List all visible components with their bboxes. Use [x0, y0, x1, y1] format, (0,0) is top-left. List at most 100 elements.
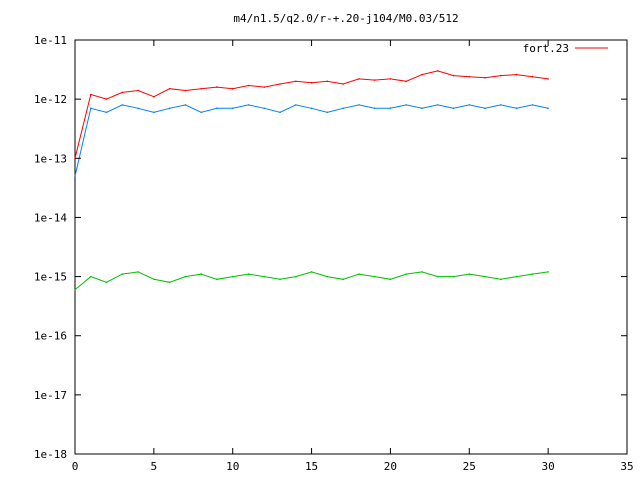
- data-point: [184, 104, 187, 106]
- data-point: [295, 80, 297, 83]
- x-tick-label: 35: [620, 460, 633, 473]
- data-point: [295, 275, 297, 278]
- data-point: [531, 104, 534, 106]
- data-point: [389, 107, 392, 110]
- data-point: [247, 104, 250, 106]
- data-point: [168, 87, 171, 90]
- data-point: [452, 107, 455, 110]
- data-point: [279, 278, 281, 281]
- data-point: [389, 278, 392, 281]
- series-2: [74, 271, 549, 291]
- data-point: [231, 87, 234, 90]
- data-point: [310, 107, 313, 110]
- data-point: [137, 271, 139, 273]
- y-tick-label: 1e-18: [34, 448, 67, 461]
- data-point: [310, 271, 313, 273]
- data-point: [515, 107, 518, 110]
- data-point: [373, 275, 376, 278]
- data-point: [263, 107, 266, 110]
- data-point: [121, 91, 124, 94]
- legend: fort.23: [523, 42, 608, 55]
- data-point: [153, 95, 155, 98]
- data-point: [500, 74, 502, 77]
- data-point: [389, 78, 392, 80]
- data-point: [484, 107, 486, 110]
- data-point: [436, 104, 439, 106]
- data-point: [216, 278, 218, 281]
- data-point: [342, 278, 344, 281]
- data-point: [468, 273, 471, 275]
- data-point: [500, 104, 502, 106]
- data-point: [405, 104, 408, 106]
- x-tick-label: 25: [463, 460, 476, 473]
- data-point: [452, 74, 455, 77]
- y-tick-label: 1e-17: [34, 389, 67, 402]
- chart-title: m4/n1.5/q2.0/r-+.20-j104/M0.03/512: [233, 12, 458, 25]
- y-tick-label: 1e-14: [34, 211, 67, 224]
- data-point: [326, 275, 329, 278]
- data-point: [184, 89, 187, 92]
- legend-label-fort23: fort.23: [523, 42, 569, 55]
- series-line-2: [74, 271, 549, 291]
- data-point: [468, 104, 471, 106]
- data-point: [200, 87, 202, 90]
- data-point: [168, 107, 171, 110]
- data-point: [137, 107, 139, 110]
- series-line-0: [74, 70, 549, 159]
- data-point: [105, 281, 108, 284]
- data-point: [184, 275, 187, 278]
- data-point: [216, 86, 218, 88]
- y-tick-label: 1e-12: [34, 93, 67, 106]
- data-point: [153, 111, 155, 114]
- data-point: [358, 273, 360, 275]
- data-point: [531, 273, 534, 275]
- x-tick-label: 5: [151, 460, 158, 473]
- data-point: [436, 275, 439, 278]
- plot-frame: [74, 39, 628, 455]
- data-point: [74, 175, 76, 177]
- data-point: [247, 84, 250, 87]
- y-tick-label: 1e-16: [34, 330, 67, 343]
- data-point: [90, 275, 92, 278]
- series-line-1: [74, 104, 549, 177]
- data-point: [452, 275, 455, 278]
- data-point: [547, 271, 549, 273]
- x-tick-label: 30: [542, 460, 555, 473]
- y-tick-label: 1e-13: [34, 152, 67, 165]
- data-point: [121, 273, 124, 275]
- data-point: [515, 275, 518, 278]
- data-point: [421, 73, 423, 76]
- data-point: [547, 107, 549, 110]
- data-point: [484, 76, 486, 79]
- data-point: [515, 73, 518, 76]
- data-point: [421, 107, 423, 110]
- data-point: [231, 107, 234, 110]
- data-point: [279, 111, 281, 114]
- data-point: [436, 70, 439, 72]
- data-point: [263, 275, 266, 278]
- data-point: [405, 273, 408, 275]
- data-point: [310, 81, 313, 84]
- data-point: [358, 78, 360, 80]
- data-point: [105, 98, 108, 100]
- data-point: [121, 104, 124, 106]
- data-point: [247, 273, 250, 275]
- data-point: [358, 104, 360, 106]
- x-tick-label: 0: [72, 460, 79, 473]
- data-point: [326, 80, 329, 83]
- data-point: [74, 288, 76, 291]
- data-point: [326, 111, 329, 114]
- data-point: [231, 275, 234, 278]
- data-point: [90, 107, 92, 110]
- data-point: [484, 275, 486, 278]
- data-point: [168, 281, 171, 284]
- data-point: [137, 89, 139, 92]
- data-point: [468, 75, 471, 78]
- series-1: [74, 104, 549, 177]
- data-point: [373, 79, 376, 81]
- data-point: [342, 83, 344, 85]
- data-point: [342, 107, 344, 110]
- data-point: [216, 107, 218, 110]
- x-tick-label: 20: [384, 460, 397, 473]
